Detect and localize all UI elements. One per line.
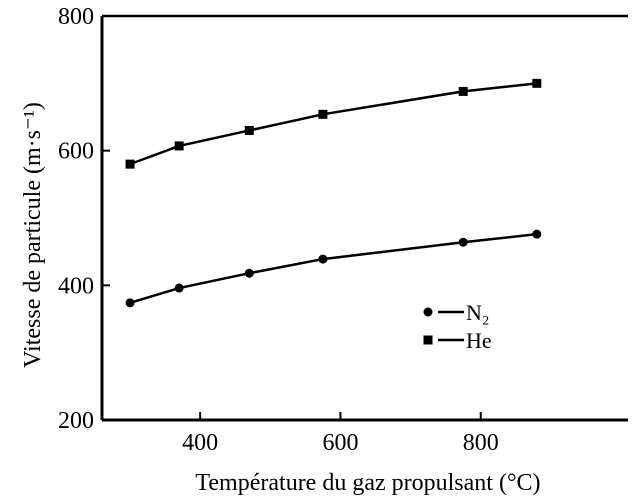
data-point-circle (174, 283, 184, 293)
series-layer (125, 78, 542, 308)
data-point-square (244, 125, 254, 135)
plot-frame (100, 14, 628, 422)
data-point-circle (125, 298, 135, 308)
legend-marker-square (423, 335, 433, 345)
y-tick-label: 600 (58, 139, 94, 165)
data-point-square (458, 86, 468, 96)
legend-marker-circle (423, 307, 433, 317)
series-line-he (129, 82, 537, 166)
tick-labels: 400 600 800 200 400 600 800 (58, 4, 499, 456)
axis-ticks (102, 15, 482, 421)
data-point-circle (532, 229, 542, 239)
y-tick-label: 400 (58, 273, 94, 299)
series-line-n (129, 232, 537, 305)
data-point-circle (458, 237, 468, 247)
legend-label: N₂ (466, 300, 490, 325)
x-tick-label: 800 (463, 430, 499, 456)
legend-label: He (466, 328, 492, 353)
data-point-square (125, 159, 135, 169)
data-point-square (532, 78, 542, 88)
y-axis-title: Vitesse de particule (m·s⁻¹) (20, 102, 46, 368)
data-point-square (174, 141, 184, 151)
legend: N₂ He (423, 300, 492, 353)
data-point-circle (318, 254, 328, 264)
data-point-square (318, 109, 328, 119)
y-tick-label: 800 (58, 4, 94, 30)
x-tick-label: 400 (182, 430, 218, 456)
y-tick-label: 200 (58, 408, 94, 434)
x-axis-title: Température du gaz propulsant (°C) (195, 470, 540, 496)
x-tick-label: 600 (322, 430, 358, 456)
data-point-circle (244, 268, 254, 278)
